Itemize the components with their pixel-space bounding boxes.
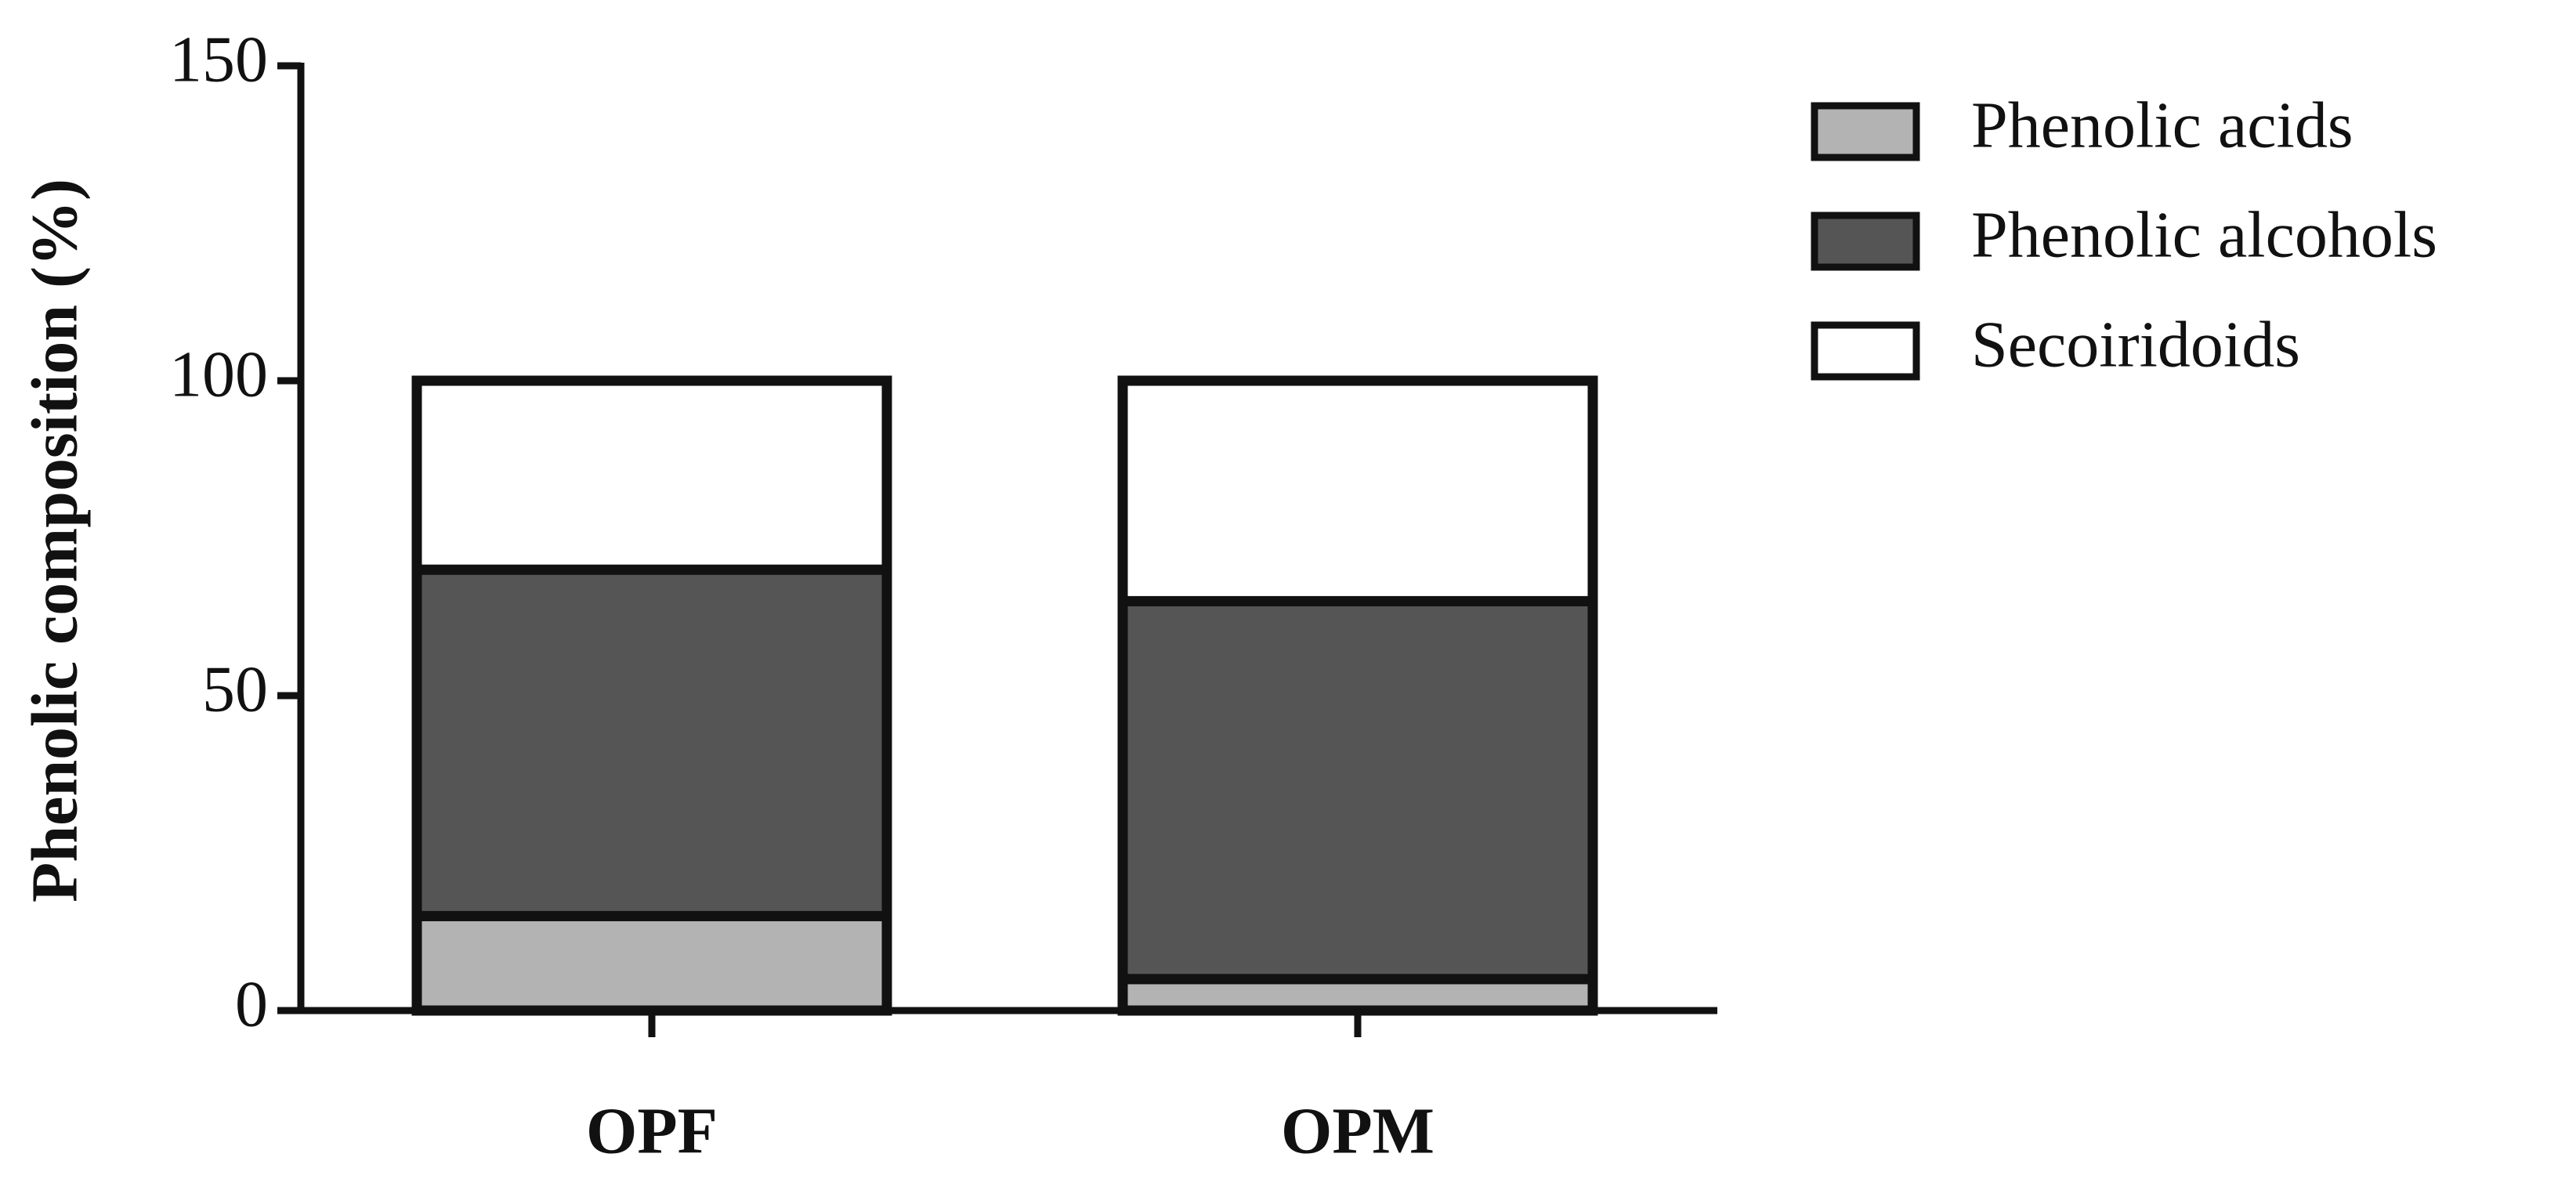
bar-segment — [411, 564, 892, 921]
legend-swatch — [1811, 102, 1920, 161]
bar-segment — [1117, 595, 1598, 985]
bar-segment — [1117, 375, 1598, 606]
y-tick-label: 150 — [169, 23, 268, 96]
legend-label: Secoiridoids — [1971, 308, 2300, 381]
y-axis-title: Phenolic composition (%) — [18, 179, 91, 902]
bar-segment — [411, 375, 892, 575]
x-tick-label: OPM — [1281, 1094, 1435, 1167]
y-tick-label: 50 — [202, 653, 268, 725]
legend-swatch — [1811, 212, 1920, 271]
x-tick-label: OPF — [586, 1094, 718, 1167]
legend-label: Phenolic alcohols — [1971, 198, 2437, 271]
y-tick-label: 0 — [235, 967, 268, 1040]
bar-segment — [411, 910, 892, 1016]
legend-swatch — [1811, 321, 1920, 381]
legend-label: Phenolic acids — [1971, 89, 2353, 161]
y-tick-label: 100 — [169, 338, 268, 410]
